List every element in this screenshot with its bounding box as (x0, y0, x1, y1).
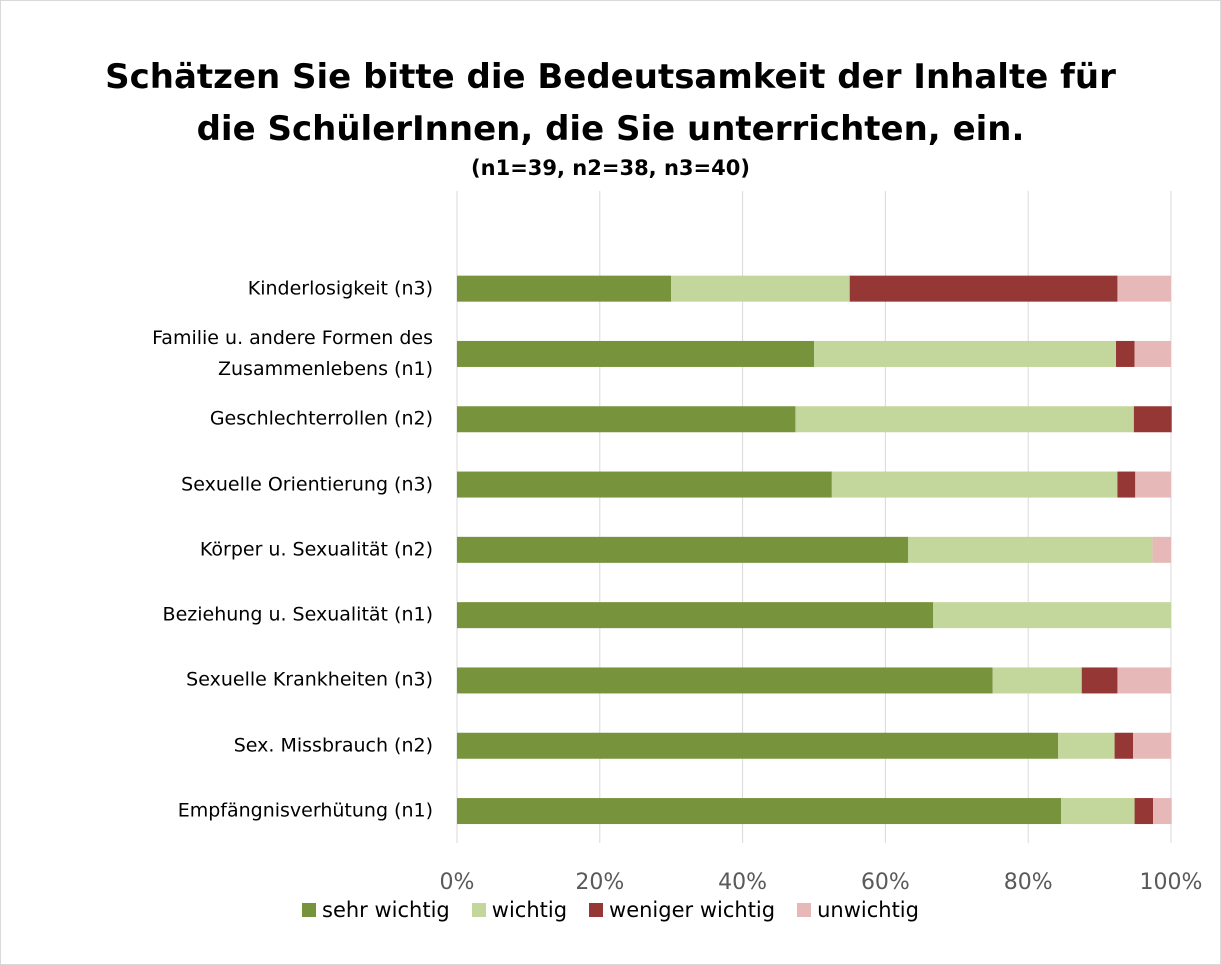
bar-segment (933, 602, 1171, 629)
legend: sehr wichtig wichtig weniger wichtig unwich… (1, 898, 1220, 922)
x-tick-label: 20% (575, 870, 624, 895)
bar-segment (1133, 406, 1172, 433)
legend-label: unwichtig (817, 898, 919, 922)
bar-segment (849, 275, 1118, 302)
bar-segment (1135, 471, 1171, 498)
x-tick-label: 80% (1004, 870, 1053, 895)
bar-segment (1058, 732, 1115, 759)
legend-label: wichtig (491, 898, 568, 922)
legend-swatch (302, 903, 317, 917)
bar-segment (795, 406, 1134, 433)
bar-segment (1133, 732, 1171, 759)
bar-segment (457, 275, 672, 302)
legend-swatch (589, 903, 604, 917)
category-label: Sex. Missbrauch (n2) (233, 734, 433, 757)
bar-segment (1081, 667, 1118, 694)
legend-label: sehr wichtig (322, 898, 450, 922)
bar-segment (1061, 798, 1135, 825)
bar-segment (457, 340, 814, 367)
bar-segment (814, 340, 1117, 367)
x-tick-label: 60% (861, 870, 910, 895)
bar-segment (457, 798, 1062, 825)
bar-segment (1114, 732, 1134, 759)
bar-segment (1134, 340, 1171, 367)
bar-segment (457, 536, 909, 563)
bar-segment (908, 536, 1153, 563)
bar-segment (992, 667, 1082, 694)
bar-segment (1117, 275, 1171, 302)
legend-item: unwichtig (797, 898, 919, 922)
bar-segment (457, 732, 1059, 759)
x-tick-label: 0% (440, 870, 475, 895)
legend-label: weniger wichtig (609, 898, 776, 922)
legend-item: weniger wichtig (589, 898, 775, 922)
legend-swatch (471, 903, 486, 917)
category-label: Körper u. Sexualität (n2) (199, 538, 433, 561)
bar-segment (671, 275, 850, 302)
legend-item: wichtig (471, 898, 568, 922)
x-tick-label: 100% (1140, 870, 1203, 895)
category-label: Familie u. andere Formen des Zusammenleb… (152, 326, 433, 380)
bar-segment (457, 471, 832, 498)
x-tick-label: 40% (718, 870, 767, 895)
category-label: Empfängnisverhütung (n1) (177, 799, 433, 822)
category-label: Beziehung u. Sexualität (n1) (162, 603, 433, 626)
bar-segment (457, 667, 993, 694)
bar-segment (831, 471, 1118, 498)
category-label: Geschlechterrollen (n2) (209, 407, 433, 430)
legend-swatch (797, 903, 812, 917)
category-label: Kinderlosigkeit (n3) (247, 277, 433, 300)
bar-segment (457, 602, 934, 629)
category-label: Sexuelle Krankheiten (n3) (186, 668, 433, 691)
bar-segment (1117, 471, 1136, 498)
bar-segment (457, 406, 796, 433)
bar-segment (1116, 340, 1135, 367)
chart-subtitle: (n1=39, n2=38, n3=40) (471, 156, 750, 180)
legend-item: sehr wichtig (302, 898, 450, 922)
category-label: Sexuelle Orientierung (n3) (181, 473, 433, 496)
bar-segment (1152, 536, 1171, 563)
chart-title: Schätzen Sie bitte die Bedeutsamkeit der… (105, 57, 1116, 149)
bar-segment (1117, 667, 1171, 694)
bar-segment (1134, 798, 1154, 825)
bar-segment (1153, 798, 1172, 825)
